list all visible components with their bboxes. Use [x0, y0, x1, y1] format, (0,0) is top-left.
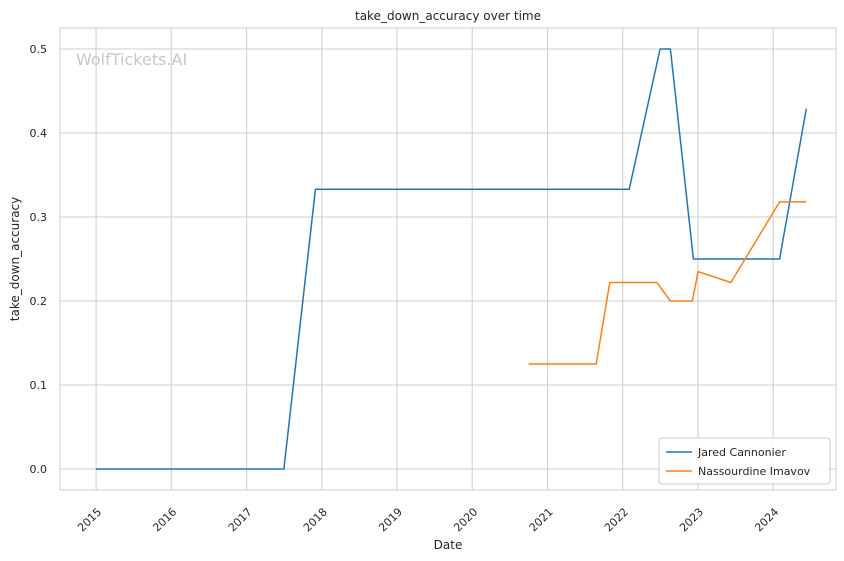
x-tick-label: 2020 [451, 505, 480, 534]
y-tick-label: 0.3 [30, 211, 48, 224]
y-tick-label: 0.5 [30, 43, 48, 56]
legend: Jared Cannonier Nassourdine Imavov [658, 437, 831, 485]
x-tick-label: 2015 [75, 505, 104, 534]
x-tick-label: 2016 [150, 505, 179, 534]
y-tick-label: 0.0 [30, 463, 48, 476]
x-tick-label: 2018 [301, 505, 330, 534]
x-tick-label: 2017 [226, 505, 255, 534]
x-tick-label: 2022 [602, 505, 631, 534]
y-tick-label: 0.2 [30, 295, 48, 308]
x-tick-label: 2024 [752, 505, 781, 534]
x-tick-label: 2021 [527, 505, 556, 534]
series-layer [96, 48, 808, 470]
x-tick-label: 2023 [677, 505, 706, 534]
y-axis-title: take_down_accuracy [8, 197, 22, 321]
x-axis-title: Date [434, 538, 463, 552]
y-tick-label: 0.1 [30, 379, 48, 392]
legend-box [658, 437, 831, 485]
y-tick-label: 0.4 [30, 127, 48, 140]
legend-label: Nassourdine Imavov [698, 465, 811, 478]
series-line-1 [96, 48, 808, 470]
ticks: 2015 2016 2017 2018 2019 2020 2021 2022 2023 2024… [30, 43, 782, 534]
x-tick-label: 2019 [376, 505, 405, 534]
watermark: WolfTickets.AI [76, 50, 187, 69]
series-line-2 [528, 201, 807, 365]
chart-title: take_down_accuracy over time [355, 9, 541, 23]
legend-label: Jared Cannonier [697, 446, 786, 459]
